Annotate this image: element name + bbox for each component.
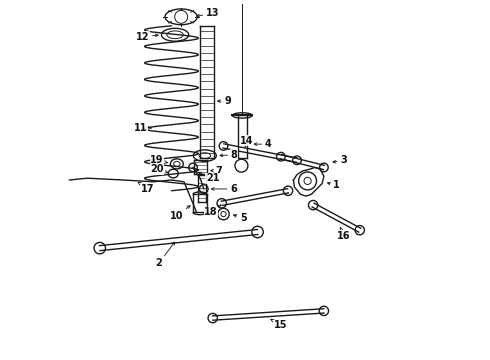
Text: 9: 9 bbox=[218, 96, 231, 106]
Text: 10: 10 bbox=[170, 206, 190, 221]
Text: 11: 11 bbox=[134, 123, 151, 133]
Text: 2: 2 bbox=[155, 242, 174, 268]
Text: 13: 13 bbox=[196, 8, 220, 18]
Text: 8: 8 bbox=[220, 150, 238, 160]
Text: 3: 3 bbox=[333, 155, 347, 165]
Text: 15: 15 bbox=[271, 319, 288, 330]
Text: 16: 16 bbox=[337, 227, 350, 240]
Text: 18: 18 bbox=[204, 205, 220, 217]
Text: 14: 14 bbox=[240, 136, 253, 147]
Text: 6: 6 bbox=[211, 184, 237, 194]
Text: 21: 21 bbox=[198, 172, 220, 183]
Text: 12: 12 bbox=[136, 32, 158, 41]
Text: 7: 7 bbox=[211, 166, 222, 176]
Text: 19: 19 bbox=[150, 155, 168, 165]
Text: 1: 1 bbox=[327, 180, 340, 190]
Text: 20: 20 bbox=[150, 164, 168, 174]
Text: 5: 5 bbox=[234, 213, 246, 222]
Text: 17: 17 bbox=[138, 182, 155, 194]
Text: 4: 4 bbox=[254, 139, 271, 149]
